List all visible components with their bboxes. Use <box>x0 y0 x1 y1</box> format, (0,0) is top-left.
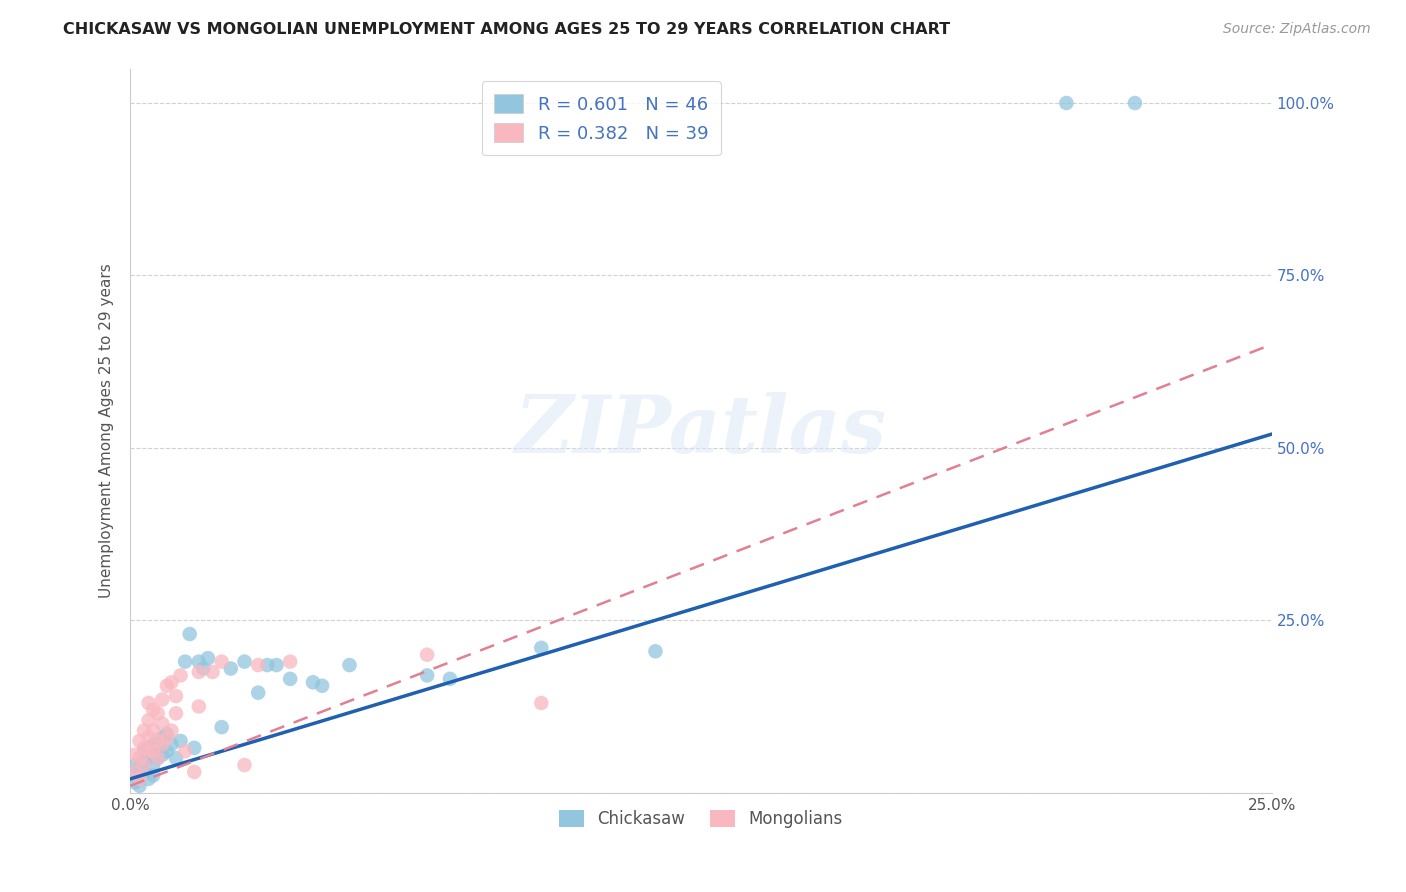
Point <box>160 723 183 738</box>
Point <box>219 661 242 675</box>
Point <box>1123 95 1146 110</box>
Point <box>124 775 146 789</box>
Point <box>146 751 169 765</box>
Point <box>128 751 150 765</box>
Point <box>138 772 160 786</box>
Point <box>201 665 224 679</box>
Point <box>156 731 179 745</box>
Point <box>150 738 173 752</box>
Point <box>138 696 160 710</box>
Point <box>165 689 187 703</box>
Point <box>439 672 461 686</box>
Point <box>339 658 361 673</box>
Point <box>150 747 173 762</box>
Point <box>150 731 173 745</box>
Point <box>142 768 165 782</box>
Point <box>132 723 155 738</box>
Point <box>183 764 205 779</box>
Point <box>174 655 197 669</box>
Point <box>1054 95 1077 110</box>
Point <box>146 751 169 765</box>
Point <box>165 706 187 721</box>
Point <box>169 668 191 682</box>
Point <box>174 744 197 758</box>
Point <box>150 716 173 731</box>
Point <box>311 679 333 693</box>
Point <box>124 747 146 762</box>
Point <box>138 740 160 755</box>
Point <box>124 758 146 772</box>
Point <box>124 768 146 782</box>
Point <box>165 751 187 765</box>
Text: Source: ZipAtlas.com: Source: ZipAtlas.com <box>1223 22 1371 37</box>
Point <box>142 744 165 758</box>
Y-axis label: Unemployment Among Ages 25 to 29 years: Unemployment Among Ages 25 to 29 years <box>100 263 114 598</box>
Point <box>142 703 165 717</box>
Point <box>142 723 165 738</box>
Point <box>138 744 160 758</box>
Point <box>266 658 288 673</box>
Point <box>187 655 209 669</box>
Point <box>128 779 150 793</box>
Point <box>132 755 155 769</box>
Point <box>124 764 146 779</box>
Text: CHICKASAW VS MONGOLIAN UNEMPLOYMENT AMONG AGES 25 TO 29 YEARS CORRELATION CHART: CHICKASAW VS MONGOLIAN UNEMPLOYMENT AMON… <box>63 22 950 37</box>
Point <box>302 675 325 690</box>
Point <box>128 734 150 748</box>
Point <box>128 762 150 776</box>
Point <box>169 734 191 748</box>
Point <box>146 734 169 748</box>
Point <box>150 692 173 706</box>
Point <box>278 672 301 686</box>
Point <box>233 758 256 772</box>
Point <box>247 686 270 700</box>
Point <box>128 772 150 786</box>
Point <box>132 744 155 758</box>
Point <box>416 668 439 682</box>
Point <box>211 720 233 734</box>
Point <box>278 655 301 669</box>
Point <box>416 648 439 662</box>
Point <box>193 661 215 675</box>
Point <box>146 706 169 721</box>
Point <box>132 740 155 755</box>
Point <box>160 738 183 752</box>
Point <box>233 655 256 669</box>
Point <box>146 740 169 755</box>
Point <box>247 658 270 673</box>
Point <box>183 740 205 755</box>
Point <box>142 738 165 752</box>
Point <box>128 772 150 786</box>
Legend: Chickasaw, Mongolians: Chickasaw, Mongolians <box>553 804 849 835</box>
Point <box>187 665 209 679</box>
Point <box>197 651 219 665</box>
Point <box>132 758 155 772</box>
Point <box>530 696 553 710</box>
Point <box>142 758 165 772</box>
Point <box>530 640 553 655</box>
Point <box>179 627 201 641</box>
Text: ZIPatlas: ZIPatlas <box>515 392 887 469</box>
Point <box>156 727 179 741</box>
Point <box>187 699 209 714</box>
Point <box>138 751 160 765</box>
Point <box>138 731 160 745</box>
Point <box>156 744 179 758</box>
Point <box>156 679 179 693</box>
Point <box>256 658 278 673</box>
Point <box>132 764 155 779</box>
Point <box>160 675 183 690</box>
Point <box>644 644 666 658</box>
Point <box>138 713 160 727</box>
Point <box>211 655 233 669</box>
